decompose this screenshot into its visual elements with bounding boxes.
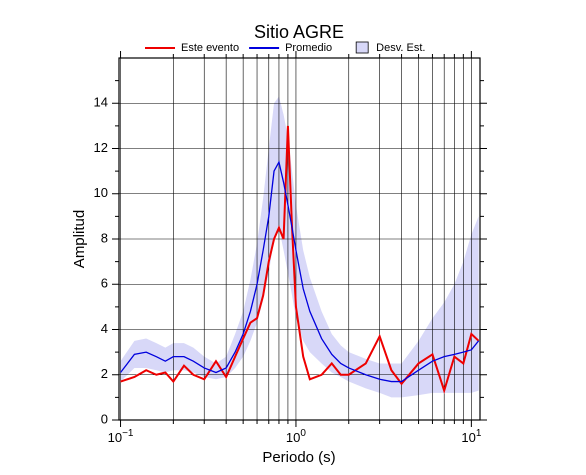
legend-label: Promedio [285,42,332,54]
x-tick-exponent: 1 [476,428,482,439]
x-axis-label: Periodo (s) [262,449,335,466]
x-tick-exponent: 0 [300,428,306,439]
legend-label: Este evento [181,42,239,54]
plot-frame [118,57,481,421]
y-tick-label: 0 [101,411,108,426]
y-tick-label: 4 [101,321,108,336]
y-tick-label: 8 [101,230,108,245]
chart-title: Sitio AGRE [254,22,344,42]
std-band [120,96,479,398]
y-tick-label: 10 [94,185,108,200]
y-tick-label: 14 [94,95,108,110]
series-line [120,125,480,394]
x-tick-label: 101 [461,428,481,446]
y-tick-label: 6 [101,276,108,291]
legend-swatch [355,41,369,54]
y-axis-label: Amplitud [71,210,88,268]
x-tick-base: 10 [108,430,122,445]
x-tick-base: 10 [286,430,300,445]
y-tick-label: 12 [94,140,108,155]
series-line [120,160,480,383]
legend-label: Desv. Est. [376,42,425,54]
x-tick-label: 100 [286,428,306,446]
y-tick-label: 2 [101,366,108,381]
x-tick-label: 10−1 [108,428,134,446]
x-tick-exponent: −1 [122,428,134,439]
x-tick-base: 10 [461,430,475,445]
